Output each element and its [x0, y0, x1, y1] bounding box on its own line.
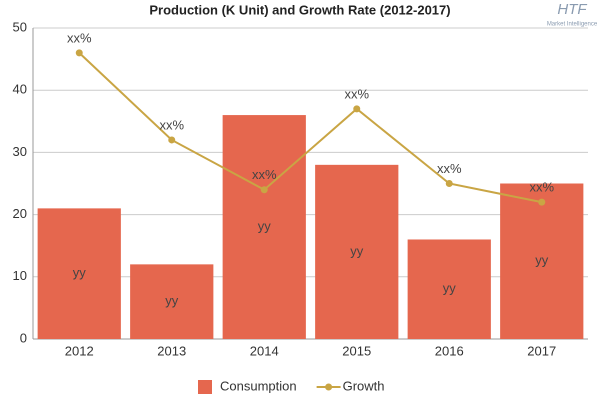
x-tick-label: 2017	[527, 343, 556, 358]
bar	[500, 183, 584, 339]
bar	[222, 115, 306, 339]
point	[168, 136, 176, 144]
x-tick-label: 2013	[157, 343, 186, 358]
point	[353, 105, 361, 113]
bar-label: yy	[443, 281, 457, 296]
x-tick-label: 2016	[435, 343, 464, 358]
line	[78, 52, 542, 204]
bar	[315, 164, 399, 339]
x-tick-label: 2015	[342, 343, 371, 358]
y-tick-label: 50	[13, 19, 27, 34]
bar	[37, 208, 121, 339]
y-tick-label: 0	[20, 330, 27, 345]
point	[445, 180, 453, 187]
point-label: xx%	[437, 161, 462, 176]
chart-title: Production (K Unit) and Growth Rate (201…	[149, 2, 450, 17]
bar	[130, 264, 214, 339]
legend-label: Growth	[343, 378, 385, 393]
legend-label: Consumption	[220, 378, 297, 393]
x-tick-label: 2014	[250, 343, 279, 358]
bar-label: yy	[258, 218, 272, 233]
point	[260, 186, 268, 194]
bar-label: yy	[350, 243, 364, 258]
point-label: xx%	[344, 86, 369, 101]
y-tick-label: 40	[13, 82, 27, 97]
logo-subtitle: Market Intelligence	[547, 22, 598, 28]
point-label: xx%	[252, 167, 277, 182]
legend-swatch	[198, 380, 212, 394]
point	[75, 49, 83, 57]
bar-label: yy	[165, 293, 179, 308]
bar-label: yy	[73, 265, 87, 280]
bar-label: yy	[535, 253, 549, 268]
y-tick-label: 30	[13, 144, 27, 159]
point-label: xx%	[159, 117, 184, 132]
bar	[407, 239, 491, 339]
y-tick-label: 10	[13, 268, 27, 283]
logo: HTF	[557, 1, 587, 18]
point-label: xx%	[67, 30, 92, 45]
x-tick-label: 2012	[65, 343, 94, 358]
point	[538, 198, 546, 206]
legend-swatch	[325, 383, 333, 391]
point-label: xx%	[529, 180, 554, 195]
y-tick-label: 20	[13, 206, 27, 221]
